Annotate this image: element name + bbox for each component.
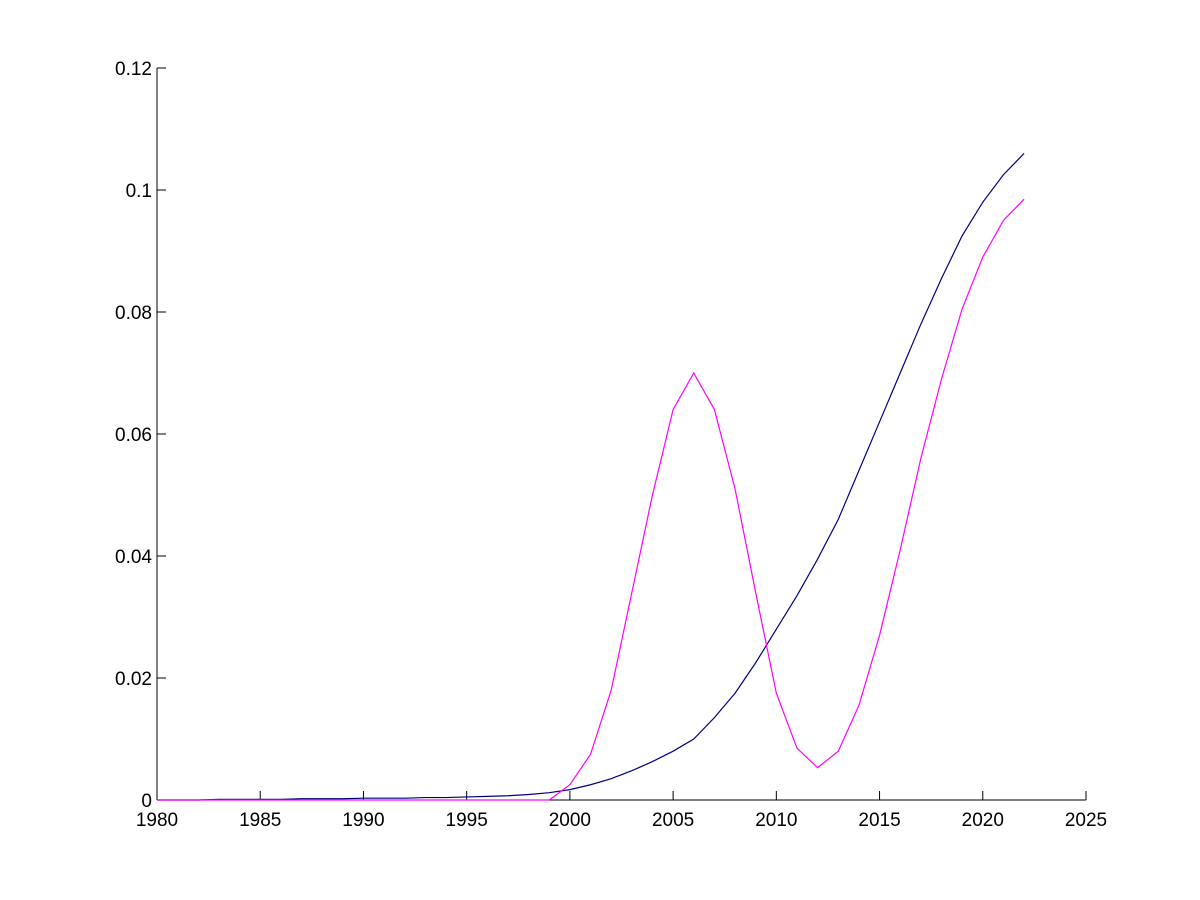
x-tick-label: 2005 [652, 810, 694, 831]
x-tick-label: 2025 [1065, 810, 1107, 831]
x-tick-label: 2015 [858, 810, 900, 831]
series-line [157, 198, 1025, 801]
x-tick-label: 1995 [446, 810, 488, 831]
x-tick-label: 2000 [549, 810, 591, 831]
x-tick-label: 1990 [342, 810, 384, 831]
y-tick-label: 0.12 [115, 59, 152, 80]
y-tick-label: 0.04 [115, 547, 152, 568]
series-line [157, 152, 1025, 801]
y-tick-label: 0.02 [115, 669, 152, 690]
x-tick-label: 2010 [755, 810, 797, 831]
y-tick-label: 0 [141, 791, 152, 812]
y-tick-label: 0.1 [126, 181, 152, 202]
y-tick-label: 0.06 [115, 425, 152, 446]
x-tick-label: 1985 [239, 810, 281, 831]
x-tick-label: 2020 [962, 810, 1004, 831]
x-tick-label: 1980 [136, 810, 178, 831]
y-tick-label: 0.08 [115, 303, 152, 324]
